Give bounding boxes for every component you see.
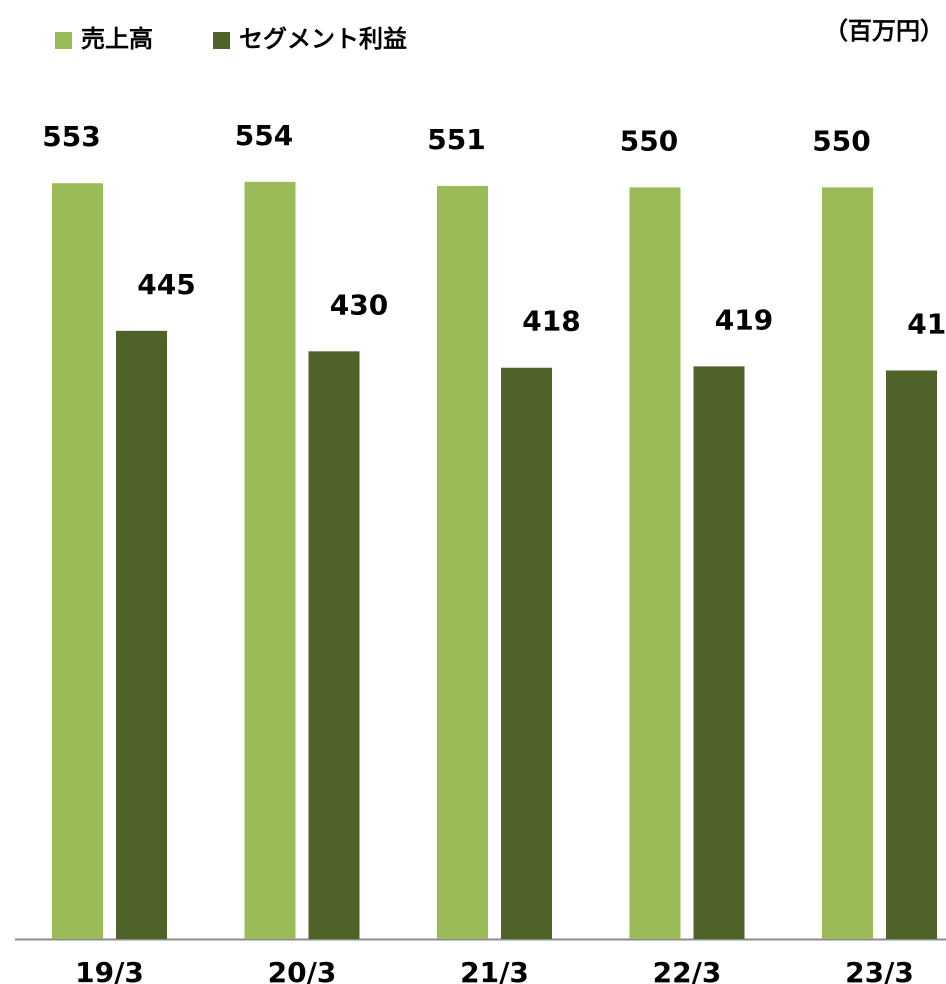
legend-swatch: [55, 32, 72, 49]
data-label: 553: [42, 120, 100, 153]
bar: [822, 187, 873, 940]
unit-label: （百万円）: [824, 17, 944, 45]
bar: [116, 330, 167, 939]
bar: [886, 370, 937, 939]
data-label: 445: [137, 268, 195, 301]
data-label: 416: [907, 307, 946, 340]
data-label: 430: [330, 288, 388, 321]
bar: [52, 183, 103, 939]
x-tick-label: 21/3: [460, 956, 529, 984]
data-label: 419: [715, 303, 773, 336]
bar: [244, 181, 296, 939]
data-label: 554: [235, 119, 293, 152]
data-label: 550: [620, 124, 678, 157]
legend-label: セグメント利益: [239, 25, 407, 53]
data-label: 550: [812, 124, 870, 157]
x-tick-label: 23/3: [845, 956, 914, 984]
data-label: 551: [427, 123, 485, 156]
data-label: 418: [522, 305, 580, 338]
x-tick-label: 22/3: [653, 956, 722, 984]
bar: [629, 187, 681, 940]
legend-label: 売上高: [81, 25, 153, 53]
bar: [437, 185, 488, 939]
legend-swatch: [213, 32, 230, 49]
x-tick-label: 19/3: [75, 956, 144, 984]
x-tick-label: 20/3: [268, 956, 337, 984]
bar: [501, 367, 552, 939]
bar: [308, 351, 360, 939]
bar: [693, 366, 745, 939]
